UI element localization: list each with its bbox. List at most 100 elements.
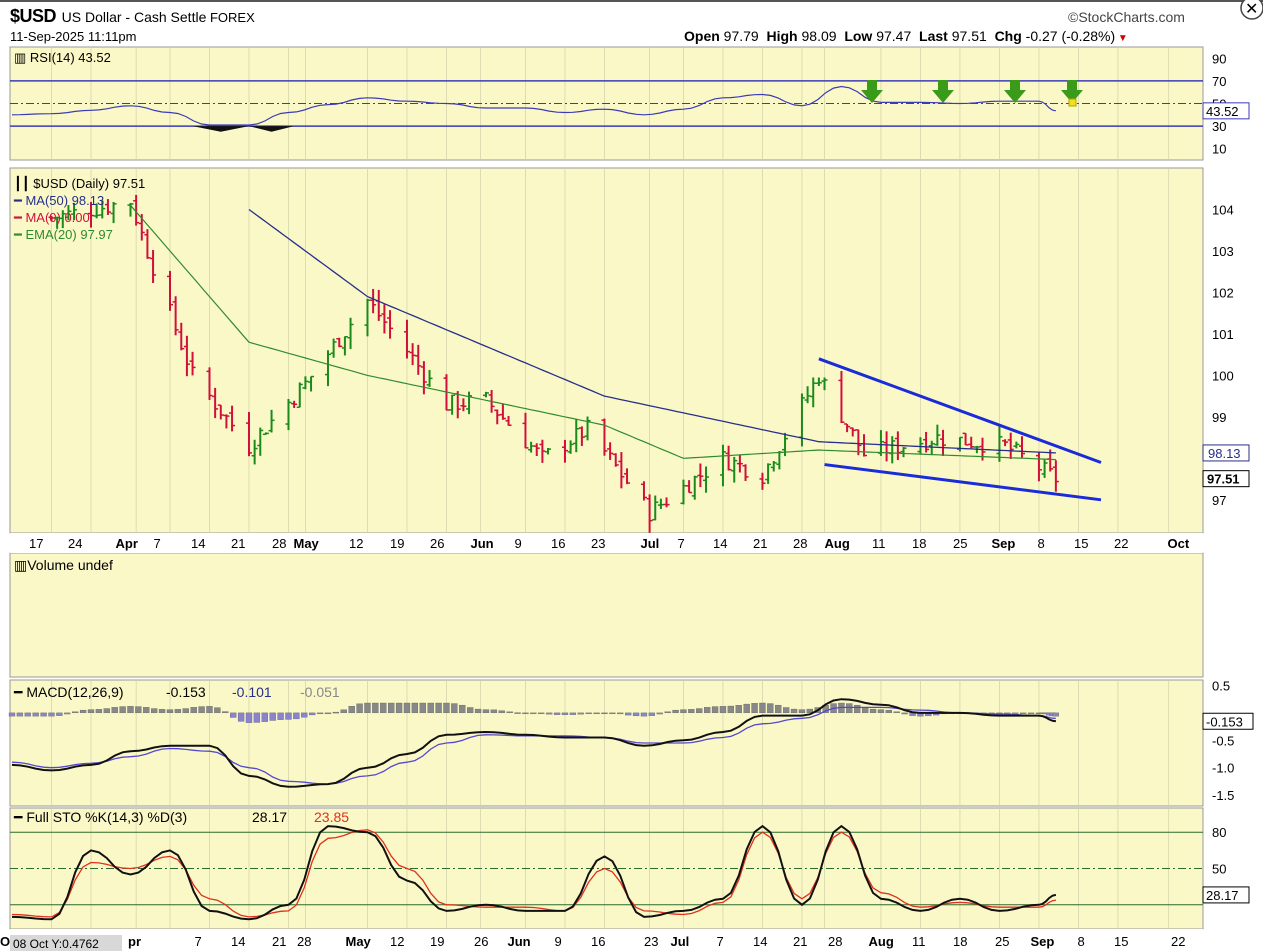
macd-histogram-bar [388, 702, 395, 714]
price-x-tick: Jun [471, 536, 494, 551]
last-price-box [1202, 470, 1250, 488]
macd-histogram-bar [751, 703, 758, 714]
price-date-axis [10, 533, 1203, 553]
macd-histogram-bar [40, 712, 47, 717]
macd-histogram-bar [1027, 712, 1035, 715]
price-x-tick: 14 [191, 536, 205, 551]
price-x-tick: 28 [793, 536, 807, 551]
macd-histogram-bar [79, 709, 87, 714]
price-x-tick: 19 [390, 536, 404, 551]
macd-histogram-bar [482, 709, 490, 714]
sto-last-value-box [1202, 886, 1250, 904]
panel-vol [9, 552, 1204, 678]
macd-histogram-bar [601, 712, 608, 715]
macd-histogram-bar [664, 711, 671, 714]
change-value: -0.27 (-0.28%) [1025, 28, 1116, 44]
price-legend-item: ━ MA(50) 98.13 [13, 193, 104, 208]
price-x-tick: 17 [29, 536, 43, 551]
macd-y-tick: -1.0 [1212, 761, 1234, 776]
macd-histogram-bar [119, 706, 126, 714]
sto-x-tick: 28 [297, 934, 311, 949]
macd-histogram-bar [743, 703, 750, 714]
macd-histogram-bar [609, 712, 616, 715]
macd-histogram-bar [206, 706, 213, 714]
rsi-y-tick: 10 [1212, 142, 1226, 157]
macd-histogram-bar [395, 702, 403, 714]
macd-histogram-bar [625, 712, 632, 716]
price-x-tick: Oct [1168, 536, 1190, 551]
price-x-tick: 24 [68, 536, 82, 551]
price-x-tick: 14 [713, 536, 727, 551]
sto-legend-d: 23.85 [314, 809, 349, 825]
macd-histogram-bar [514, 712, 521, 714]
rsi-title: ▥ RSI(14) 43.52 [14, 50, 111, 65]
trendline-lower [824, 463, 1102, 502]
price-x-tick: 16 [551, 536, 565, 551]
macd-histogram-bar [546, 712, 553, 715]
sto-x-tick: Sep [1031, 934, 1055, 949]
price-legend-item: ┃┃ $USD (Daily) 97.51 [14, 175, 145, 192]
rsi-y-tick: 70 [1212, 74, 1226, 89]
brand[interactable]: ©StockCharts.com [1068, 9, 1185, 25]
macd-histogram-bar [411, 702, 419, 714]
macd-histogram-bar [111, 707, 118, 714]
macd-histogram-bar [672, 709, 679, 714]
price-x-tick: Sep [992, 536, 1016, 551]
macd-histogram-bar [538, 712, 545, 715]
last-value: 97.51 [951, 28, 987, 44]
macd-histogram-bar [869, 708, 877, 714]
signal-arrow-icon [1061, 80, 1083, 103]
signal-marker [1068, 98, 1077, 107]
signal-arrow-icon [932, 80, 954, 103]
sto-last-value: 28.17 [1206, 888, 1239, 903]
sto-x-tick: 23 [644, 934, 658, 949]
macd-histogram-bar [893, 711, 900, 714]
macd-histogram-bar [569, 712, 577, 715]
macd-histogram-bar [427, 702, 434, 714]
price-x-tick: 11 [872, 536, 886, 551]
quote-summary: Open 97.79 High 98.09 Low 97.47 Last 97.… [684, 28, 1128, 44]
ma50-value-box [1202, 444, 1250, 462]
exchange: FOREX [209, 10, 255, 25]
sto-x-tick: 19 [430, 934, 444, 949]
close-icon[interactable] [1240, 0, 1263, 20]
macd-histogram-bar [506, 711, 513, 714]
price-x-tick: 7 [678, 536, 685, 551]
sto-x-tick: 8 [1078, 934, 1085, 949]
macd-histogram-bar [135, 706, 142, 714]
macd-line [11, 698, 1057, 788]
sto-title: ━ Full STO %K(14,3) %D(3) [13, 809, 187, 825]
macd-histogram-bar [158, 709, 166, 714]
macd-histogram-bar [490, 709, 498, 714]
macd-histogram-bar [56, 712, 63, 716]
macd-histogram-bar [182, 708, 189, 714]
symbol: $USD [10, 6, 57, 26]
macd-histogram-bar [1019, 712, 1027, 715]
macd-histogram-bar [95, 709, 103, 714]
window-top-border [0, 0, 1263, 2]
macd-histogram-bar [190, 707, 197, 714]
macd-histogram-bar [688, 709, 695, 714]
sto-x-tick: 21 [272, 934, 286, 949]
macd-histogram-bar [735, 705, 742, 714]
macd-histogram-bar [222, 711, 229, 714]
macd-histogram-bar [64, 712, 71, 715]
sto-y-tick: 80 [1212, 825, 1226, 840]
macd-histogram-bar [324, 712, 332, 715]
sto-x-tick: 7 [195, 934, 202, 949]
price-x-tick: Aug [825, 536, 850, 551]
macd-histogram-bar [443, 702, 450, 714]
macd-title: ━ MACD(12,26,9) [13, 684, 124, 700]
price-x-tick: 15 [1074, 536, 1088, 551]
macd-histogram-bar [451, 703, 458, 714]
ma50-value-label: 98.13 [1208, 446, 1241, 461]
sto-d-line [11, 829, 1057, 918]
macd-histogram-bar [775, 704, 782, 714]
sto-x-tick: 28 [828, 934, 842, 949]
sto-y-tick: 50 [1212, 862, 1226, 877]
price-x-tick: 23 [591, 536, 605, 551]
macd-histogram-bar [435, 702, 442, 714]
macd-histogram-bar [656, 712, 663, 715]
macd-histogram-bar [727, 705, 735, 714]
